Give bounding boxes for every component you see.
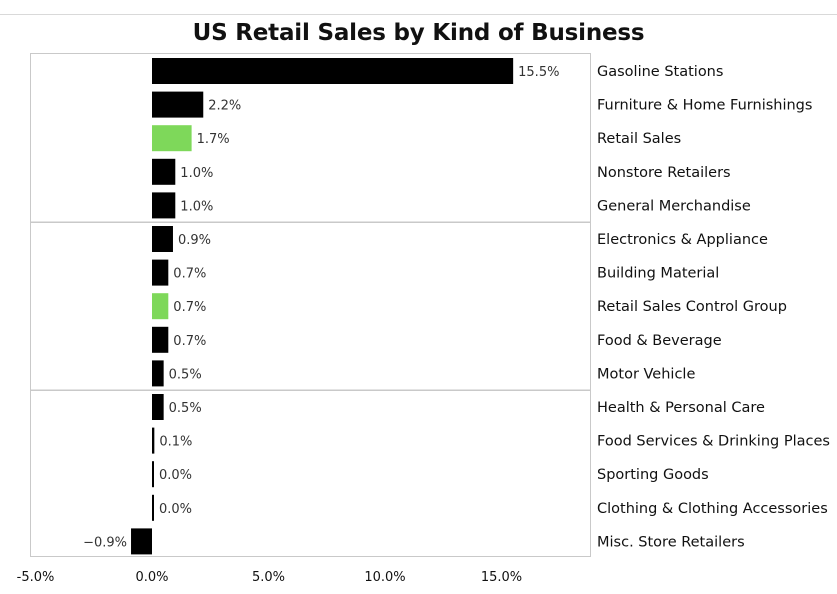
plot-frame xyxy=(30,53,591,557)
category-label-nonstore-retailers: Nonstore Retailers xyxy=(597,165,731,181)
value-label-furniture-and-home-furnishings: 2.2% xyxy=(208,99,241,114)
value-label-food-services-and-drinking-places: 0.1% xyxy=(159,435,192,450)
x-tick-label-0: -5.0% xyxy=(17,570,55,585)
category-label-furniture-and-home-furnishings: Furniture & Home Furnishings xyxy=(597,98,812,114)
bar-furniture-and-home-furnishings xyxy=(152,91,204,118)
x-tick-label-1: 0.0% xyxy=(135,570,168,585)
category-label-retail-sales: Retail Sales xyxy=(597,131,681,147)
category-label-food-and-beverage: Food & Beverage xyxy=(597,333,722,349)
category-label-misc-store-retailers: Misc. Store Retailers xyxy=(597,534,745,550)
value-label-electronics-and-appliance: 0.9% xyxy=(178,233,211,248)
bar-building-material xyxy=(152,259,169,286)
category-label-clothing-and-clothing-accessories: Clothing & Clothing Accessories xyxy=(597,501,828,517)
bar-retail-sales xyxy=(152,125,192,152)
x-tick-label-4: 15.0% xyxy=(481,570,522,585)
category-label-food-services-and-drinking-places: Food Services & Drinking Places xyxy=(597,434,830,450)
bar-general-merchandise xyxy=(152,192,176,219)
value-label-health-and-personal-care: 0.5% xyxy=(169,401,202,416)
category-label-general-merchandise: General Merchandise xyxy=(597,198,751,214)
x-tick-label-2: 5.0% xyxy=(252,570,285,585)
value-label-sporting-goods: 0.0% xyxy=(159,468,192,483)
bar-gasoline-stations xyxy=(152,58,514,84)
value-label-retail-sales: 1.7% xyxy=(197,132,230,147)
bar-electronics-and-appliance xyxy=(152,226,173,252)
bar-clothing-and-clothing-accessories xyxy=(152,494,154,521)
category-label-electronics-and-appliance: Electronics & Appliance xyxy=(597,232,768,248)
chart-title: US Retail Sales by Kind of Business xyxy=(192,20,645,46)
value-label-food-and-beverage: 0.7% xyxy=(173,334,206,349)
category-label-retail-sales-control-group: Retail Sales Control Group xyxy=(597,299,787,315)
bar-misc-store-retailers xyxy=(131,528,152,555)
x-tick-label-3: 10.0% xyxy=(364,570,405,585)
value-label-general-merchandise: 1.0% xyxy=(180,199,213,214)
bar-motor-vehicle xyxy=(152,360,164,387)
bar-sporting-goods xyxy=(152,461,154,488)
category-label-building-material: Building Material xyxy=(597,266,719,282)
value-label-clothing-and-clothing-accessories: 0.0% xyxy=(159,502,192,517)
category-label-sporting-goods: Sporting Goods xyxy=(597,467,709,483)
bar-health-and-personal-care xyxy=(152,394,164,420)
category-label-health-and-personal-care: Health & Personal Care xyxy=(597,400,765,416)
bar-food-and-beverage xyxy=(152,326,169,353)
bar-nonstore-retailers xyxy=(152,158,176,185)
value-label-gasoline-stations: 15.5% xyxy=(518,65,559,80)
bar-food-services-and-drinking-places xyxy=(152,427,155,454)
top-rule xyxy=(0,14,837,15)
category-label-gasoline-stations: Gasoline Stations xyxy=(597,64,723,80)
category-label-motor-vehicle: Motor Vehicle xyxy=(597,366,695,382)
value-label-nonstore-retailers: 1.0% xyxy=(180,166,213,181)
bar-retail-sales-control-group xyxy=(152,293,169,320)
value-label-motor-vehicle: 0.5% xyxy=(169,367,202,382)
value-label-misc-store-retailers: −0.9% xyxy=(83,535,127,550)
value-label-building-material: 0.7% xyxy=(173,267,206,282)
value-label-retail-sales-control-group: 0.7% xyxy=(173,300,206,315)
